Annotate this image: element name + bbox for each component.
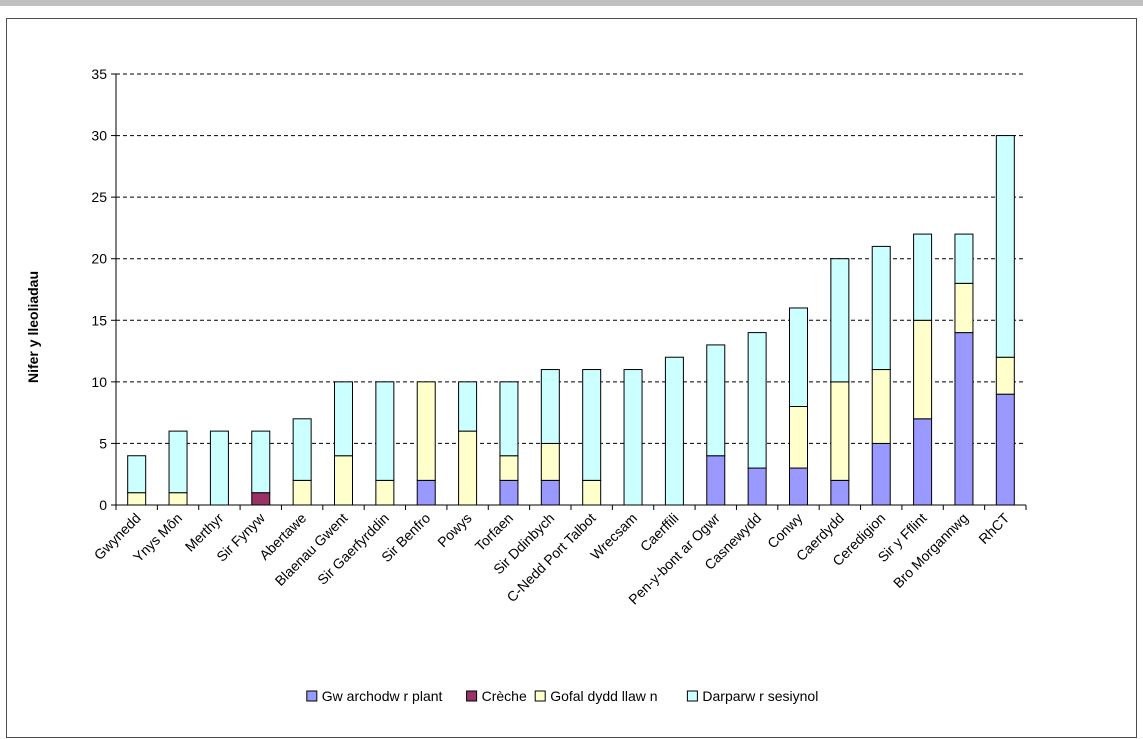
- bar-segment: [954, 282, 974, 334]
- bar-segment: [706, 344, 726, 457]
- bar-segment: [168, 430, 188, 494]
- bar-segment: [747, 332, 767, 469]
- legend-swatch: [534, 690, 546, 702]
- bar-segment: [913, 418, 933, 506]
- bar-segment: [995, 356, 1015, 395]
- bar-segment: [582, 479, 602, 506]
- bar-segment: [582, 369, 602, 481]
- bar-segment: [127, 455, 147, 494]
- y-tick-label: 0: [99, 497, 107, 513]
- legend-swatch: [686, 690, 698, 702]
- bar-segment: [664, 356, 684, 506]
- bar-segment: [540, 369, 560, 444]
- bar-segment: [706, 455, 726, 506]
- y-tick-label: 20: [91, 251, 107, 267]
- bar-segment: [416, 381, 436, 481]
- bars: [127, 135, 1015, 506]
- bar-segment: [913, 319, 933, 420]
- bar-segment: [251, 492, 271, 506]
- y-tick-label: 35: [91, 66, 107, 82]
- legend-label: Gw archodw r plant: [322, 688, 443, 704]
- legend-label: Darparw r sesiynol: [702, 688, 818, 704]
- y-tick-labels: 0 5 10 15 20 25 30 35: [91, 66, 107, 513]
- bar-segment: [458, 381, 478, 432]
- bar-segment: [954, 233, 974, 284]
- bar-segment: [540, 479, 560, 506]
- bar-segment: [127, 492, 147, 506]
- bar-segment: [334, 381, 353, 457]
- bar-segment: [789, 307, 808, 407]
- axes: [111, 73, 1027, 510]
- bar-segment: [458, 430, 478, 506]
- x-tick-label: Powys: [434, 510, 474, 550]
- y-tick-label: 25: [91, 189, 107, 205]
- x-tick-label: Sir Gaerfyrddin: [314, 510, 392, 588]
- bar-segment: [209, 430, 229, 506]
- bar-segment: [375, 479, 395, 506]
- bar-segment: [168, 492, 188, 506]
- bar-segment: [499, 381, 519, 457]
- y-axis-label: Nifer y lleoliadau: [25, 271, 41, 383]
- bar-segment: [871, 442, 891, 506]
- bar-segment: [789, 467, 808, 506]
- bar-segment: [830, 479, 850, 506]
- legend-label: Crèche: [482, 688, 527, 704]
- bar-segment: [499, 479, 519, 506]
- y-tick-label: 10: [91, 374, 107, 390]
- legend-swatch: [306, 690, 318, 702]
- bar-segment: [995, 135, 1015, 358]
- bar-segment: [292, 479, 312, 506]
- bar-segment: [251, 430, 271, 494]
- bar-segment: [871, 245, 891, 371]
- legend-swatch: [466, 690, 478, 702]
- y-tick-label: 15: [91, 312, 107, 328]
- bar-segment: [292, 418, 312, 481]
- bar-segment: [995, 393, 1015, 506]
- legend-label: Gofal dydd llaw n: [550, 688, 657, 704]
- legend: Gw archodw r plant Crèche Gofal dydd llaw …: [306, 688, 818, 704]
- bar-segment: [375, 381, 395, 481]
- x-tick-label: Bro Morgannwg: [890, 510, 971, 591]
- bar-segment: [913, 233, 933, 321]
- y-tick-label: 30: [91, 128, 107, 144]
- y-tick-label: 5: [99, 435, 107, 451]
- chart-area: 0 5 10 15 20 25 30 35 Gwynedd Ynys Môn Merthyr Sir…: [6, 18, 1137, 738]
- bar-segment: [334, 455, 353, 506]
- bar-segment: [954, 332, 974, 506]
- bar-segment: [830, 258, 850, 383]
- bar-segment: [623, 369, 643, 506]
- x-tick-label: RhCT: [975, 509, 1012, 546]
- bar-segment: [789, 405, 808, 469]
- bar-segment: [871, 369, 891, 444]
- bar-segment: [747, 467, 767, 506]
- bar-segment: [416, 479, 436, 506]
- bar-segment: [499, 455, 519, 481]
- x-tick-label: Blaenau Gwent: [272, 510, 351, 589]
- bar-segment: [540, 442, 560, 481]
- bar-segment: [830, 381, 850, 481]
